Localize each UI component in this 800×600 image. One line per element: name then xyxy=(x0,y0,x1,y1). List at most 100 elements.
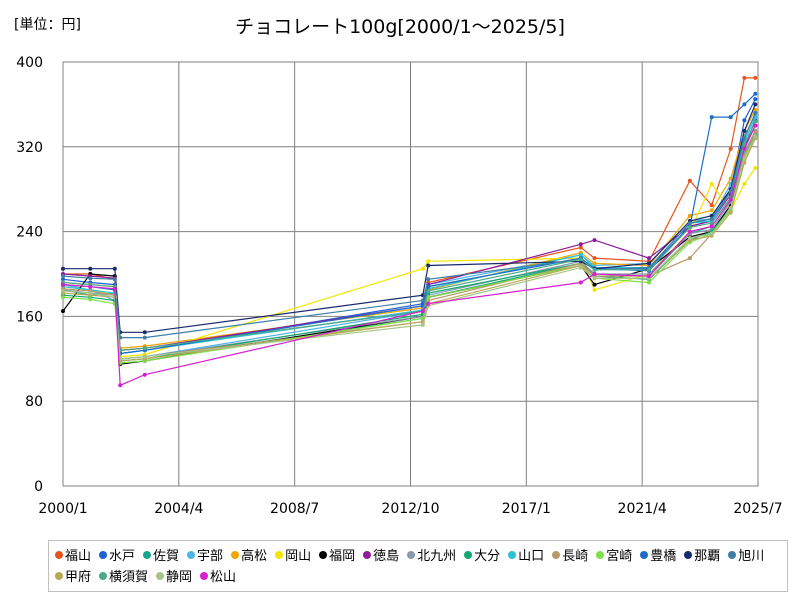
data-point xyxy=(426,263,431,268)
data-point xyxy=(61,274,65,279)
data-point xyxy=(426,277,431,282)
legend-label: 長崎 xyxy=(562,549,589,564)
legend-marker xyxy=(552,550,561,559)
legend-item: 那覇 xyxy=(684,544,720,565)
data-point xyxy=(709,208,714,213)
legend-item: 徳島 xyxy=(363,544,399,565)
data-point xyxy=(61,295,65,300)
data-point xyxy=(88,266,93,271)
data-point xyxy=(592,272,597,276)
legend-label: 高松 xyxy=(241,549,268,564)
legend-marker xyxy=(156,571,165,580)
data-point xyxy=(742,155,747,160)
data-point xyxy=(426,301,431,306)
legend-item: 佐賀 xyxy=(143,544,179,565)
data-point xyxy=(420,322,425,327)
legend-item: 豊橋 xyxy=(640,544,676,565)
legend-item: 岡山 xyxy=(275,544,311,565)
data-point xyxy=(592,276,597,281)
series-松山 xyxy=(61,123,758,388)
data-point xyxy=(728,197,733,202)
data-point xyxy=(420,298,425,303)
legend-item: 福岡 xyxy=(319,544,355,565)
data-point xyxy=(142,354,147,359)
data-point xyxy=(142,346,147,351)
data-point xyxy=(742,118,747,123)
data-point xyxy=(88,297,93,302)
legend-label: 山口 xyxy=(518,549,545,564)
data-point xyxy=(61,277,65,282)
data-point xyxy=(426,259,431,264)
data-point xyxy=(742,136,747,141)
legend-label: 水戸 xyxy=(109,549,136,564)
legend-item: 横須賀 xyxy=(99,565,148,586)
x-tick-label: 2000/1 xyxy=(38,501,87,517)
data-point xyxy=(709,115,714,120)
legend-marker xyxy=(464,550,473,559)
data-point xyxy=(687,256,692,261)
data-point xyxy=(753,130,758,134)
data-point xyxy=(88,291,93,296)
unit-label: [単位：円] xyxy=(14,17,81,33)
data-point xyxy=(112,266,117,271)
data-point xyxy=(709,231,714,236)
legend-item: 松山 xyxy=(200,565,236,586)
data-point xyxy=(61,289,65,293)
y-tick-label: 0 xyxy=(34,479,43,495)
legend-marker xyxy=(55,571,63,580)
legend-label: 甲府 xyxy=(65,570,92,585)
legend-marker xyxy=(684,550,693,559)
legend-label: 松山 xyxy=(210,570,237,585)
data-point xyxy=(578,280,583,285)
data-point xyxy=(728,146,733,151)
legend-marker xyxy=(99,571,108,580)
legend: 福山 水戸 佐賀 宇部 高松 岡山 福岡 徳島 北九州 大分 山口 長崎 宮崎 豊橋 那覇 旭川 甲府 横須賀 静岡… xyxy=(48,540,788,592)
y-tick-label: 320 xyxy=(16,140,43,156)
data-point xyxy=(420,266,425,271)
legend-label: 徳島 xyxy=(373,549,400,564)
data-point xyxy=(578,257,583,262)
legend-label: 横須賀 xyxy=(109,570,149,585)
legend-label: 宮崎 xyxy=(606,549,633,564)
data-point xyxy=(61,266,65,271)
y-tick-label: 160 xyxy=(16,309,43,325)
data-point xyxy=(578,245,583,250)
data-point xyxy=(592,256,597,261)
legend-label: 静岡 xyxy=(166,570,193,585)
data-point xyxy=(578,242,583,247)
data-point xyxy=(142,335,147,340)
data-point xyxy=(687,178,692,183)
series-lines xyxy=(61,75,758,388)
legend-item: 山口 xyxy=(508,544,544,565)
data-point xyxy=(578,252,583,257)
y-tick-label: 400 xyxy=(16,55,43,71)
data-point xyxy=(742,181,747,186)
legend-item: 北九州 xyxy=(407,544,456,565)
data-point xyxy=(61,282,65,287)
data-point xyxy=(61,309,65,314)
x-tick-label: 2025/7 xyxy=(733,501,782,517)
legend-label: 北九州 xyxy=(417,549,457,564)
x-tick-label: 2004/4 xyxy=(154,501,203,517)
data-point xyxy=(592,282,597,287)
data-point xyxy=(753,107,758,112)
data-point xyxy=(592,238,597,243)
data-point xyxy=(728,210,733,215)
data-point xyxy=(647,280,651,285)
data-point xyxy=(142,372,147,377)
data-point xyxy=(687,236,692,240)
legend-item: 大分 xyxy=(464,544,500,565)
data-point xyxy=(687,229,692,234)
data-point xyxy=(647,274,651,279)
legend-marker xyxy=(640,550,649,559)
legend-item: 甲府 xyxy=(55,565,91,586)
legend-item: 長崎 xyxy=(552,544,588,565)
data-point xyxy=(728,176,733,181)
data-point xyxy=(420,309,425,314)
data-point xyxy=(709,224,714,229)
legend-label: 福岡 xyxy=(329,549,356,564)
data-point xyxy=(753,91,758,96)
legend-item: 旭川 xyxy=(728,544,764,565)
data-point xyxy=(753,110,758,115)
